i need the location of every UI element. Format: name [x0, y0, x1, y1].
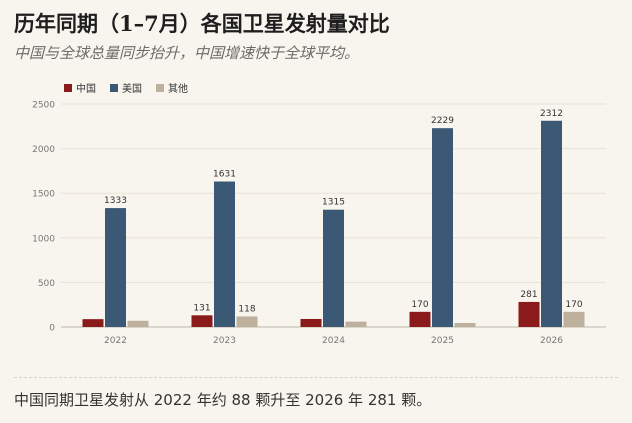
bar [518, 301, 540, 327]
legend-item-usa: 美国 [110, 80, 142, 95]
bar [563, 311, 585, 327]
y-tick-label: 1500 [32, 190, 55, 200]
chart-title: 历年同期（1–7月）各国卫星发射量对比 [14, 11, 390, 36]
y-tick-label: 2500 [32, 101, 55, 111]
y-tick-label: 2000 [32, 145, 55, 155]
data-label: 281 [520, 290, 537, 300]
bar [236, 316, 258, 327]
data-label: 118 [238, 304, 255, 314]
data-label: 170 [565, 300, 582, 310]
y-tick-label: 1000 [32, 234, 55, 244]
bar [345, 321, 367, 327]
bar [191, 315, 213, 327]
legend: 中国 美国 其他 [64, 80, 188, 95]
y-tick-label: 500 [38, 279, 55, 289]
bar [454, 322, 476, 327]
legend-swatch-other [156, 83, 164, 92]
y-tick-label: 0 [49, 324, 55, 334]
legend-swatch-usa [110, 83, 118, 92]
bar [541, 120, 562, 328]
x-tick-label: 2026 [540, 336, 563, 346]
legend-label-china: 中国 [76, 84, 96, 95]
bar [432, 128, 453, 327]
legend-label-other: 其他 [168, 84, 188, 95]
legend-item-other: 其他 [156, 80, 188, 95]
data-label: 1333 [104, 196, 127, 206]
data-label: 1631 [213, 170, 236, 180]
bar [105, 208, 126, 327]
bar [82, 319, 104, 327]
bar [214, 181, 235, 327]
legend-swatch-china [64, 83, 72, 92]
bar [127, 320, 149, 327]
data-label: 1315 [322, 198, 345, 208]
x-tick-label: 2025 [431, 336, 454, 346]
x-tick-label: 2024 [322, 336, 345, 346]
data-label: 170 [411, 300, 428, 310]
legend-label-usa: 美国 [122, 84, 142, 95]
divider [14, 377, 618, 378]
legend-item-china: 中国 [64, 80, 96, 95]
x-tick-label: 2022 [104, 336, 127, 346]
bar-chart: 0 500 1000 1500 2000 2500 1333 2022 131 1631 118 20… [32, 101, 606, 346]
data-label: 2229 [431, 116, 454, 126]
bar [409, 311, 431, 327]
bar [300, 318, 322, 327]
x-tick-label: 2023 [213, 336, 236, 346]
footer-note: 中国同期卫星发射从 2022 年约 88 颗升至 2026 年 281 颗。 [14, 391, 432, 409]
chart-subtitle: 中国与全球总量同步抬升，中国增速快于全球平均。 [14, 44, 360, 62]
bar [323, 209, 344, 327]
data-label: 2312 [540, 109, 563, 119]
data-label: 131 [193, 303, 210, 313]
